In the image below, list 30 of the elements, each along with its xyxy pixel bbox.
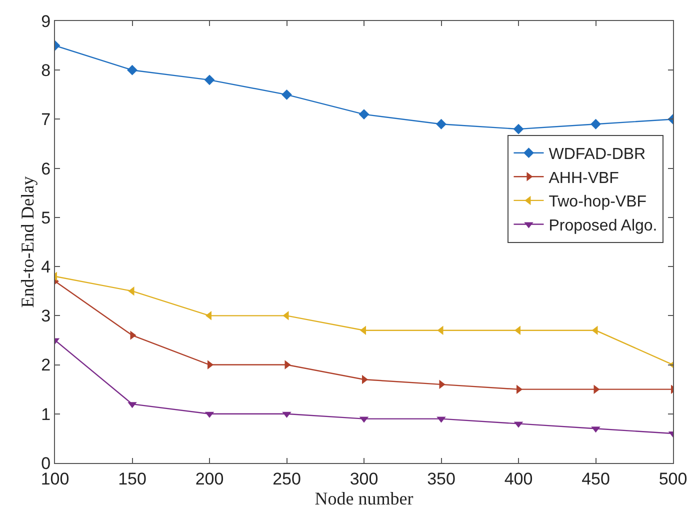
y-tick-label: 3 (41, 306, 51, 326)
y-tick-label: 7 (41, 110, 51, 130)
point (282, 89, 292, 100)
y-tick-label: 4 (41, 258, 51, 277)
point (513, 124, 524, 134)
x-tick-label: 250 (272, 469, 301, 488)
legend-label: WDFAD-DBR (548, 146, 646, 164)
y-tick-label: 8 (41, 61, 51, 80)
y-tick-label: 2 (41, 356, 51, 375)
legend-label: Two-hop-VBF (548, 194, 647, 211)
x-tick-label: 450 (582, 469, 610, 488)
point (127, 64, 138, 76)
point (204, 74, 215, 86)
x-tick-label: 150 (118, 469, 146, 488)
x-tick-label: 400 (504, 469, 533, 488)
x-tick-label: 300 (350, 469, 378, 488)
y-tick-label: 6 (41, 159, 51, 178)
x-tick-label: 350 (427, 469, 456, 488)
y-tick-label: 9 (41, 12, 51, 31)
x-tick-label: 500 (658, 469, 688, 488)
legend-label: Proposed Algo. (548, 218, 658, 234)
point (590, 118, 601, 130)
y-tick-label: 1 (41, 404, 51, 424)
x-axis-title: Node number (314, 488, 414, 508)
y-tick-label: 5 (41, 208, 51, 228)
y-axis-title: End-to-End Delay (17, 176, 38, 308)
legend-label: AHH-VBF (548, 170, 620, 187)
x-tick-label: 200 (195, 469, 224, 488)
point (358, 109, 370, 120)
point (436, 118, 446, 130)
